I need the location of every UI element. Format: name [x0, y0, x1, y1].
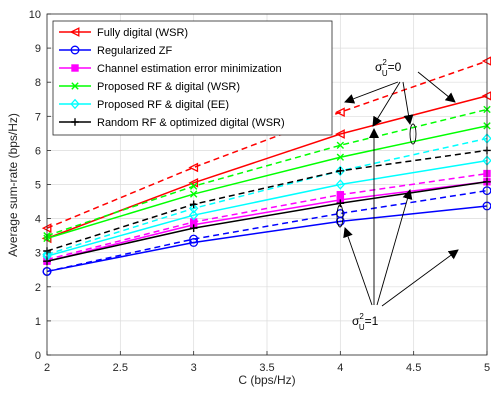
series-11-point-1 [189, 224, 198, 232]
legend-label-4: Proposed RF & digital (EE) [97, 99, 229, 111]
legend-marker-5 [71, 118, 79, 126]
series-9-point-1 [188, 209, 199, 221]
arrow-sigma-1-a [343, 227, 373, 306]
series-line-5 [46, 181, 488, 262]
legend-item-4: Proposed RF & digital (EE) [59, 98, 229, 111]
legend-marker-3 [71, 82, 79, 90]
annotation-layer: σ2 U=0 σ2 U=1 [336, 58, 459, 332]
series-9-point-2 [335, 179, 346, 190]
series-0-point-2 [335, 107, 345, 118]
annotation-ellipse-sigma-1 [336, 204, 344, 228]
legend-item-1: Regularized ZF [59, 45, 172, 57]
legend: Fully digital (WSR) Regularized ZF Channel… [52, 20, 333, 136]
legend-label-3: Proposed RF & digital (WSR) [97, 81, 240, 93]
y-tick-label-8: 8 [35, 77, 41, 89]
x-tick-label-1: 2.5 [113, 362, 128, 374]
series-line-8 [46, 137, 488, 256]
y-tick-label-5: 5 [35, 180, 41, 192]
series-line-4 [46, 172, 488, 261]
legend-label-5: Random RF & optimized digital (WSR) [97, 117, 285, 129]
legend-marker-0 [69, 27, 80, 37]
arrow-sigma-0-d [417, 71, 456, 103]
series-6-point-2 [336, 141, 345, 149]
legend-box [52, 20, 333, 136]
series-line-2 [46, 189, 488, 273]
series-line-7 [46, 125, 488, 240]
legend-marker-1 [70, 45, 80, 55]
legend-label-0: Fully digital (WSR) [97, 27, 188, 39]
x-tick-label-6: 5 [484, 362, 490, 374]
x-tick-label-3: 3.5 [259, 362, 274, 374]
x-tick-label-4: 4 [337, 362, 343, 374]
legend-item-2: Channel estimation error minimization [59, 63, 282, 75]
x-tick-label-0: 2 [44, 362, 50, 374]
legend-label-2: Channel estimation error minimization [97, 63, 282, 75]
annotation-sigma-1: σ2 U=1 [352, 312, 379, 332]
y-tick-label-1: 1 [35, 316, 41, 328]
annotation-sigma-0: σ2 U=0 [375, 58, 402, 78]
series-6 [43, 105, 491, 240]
y-tick-label-9: 9 [35, 43, 41, 55]
legend-item-5: Random RF & optimized digital (WSR) [59, 117, 285, 129]
legend-label-1: Regularized ZF [97, 45, 172, 57]
arrow-sigma-0-c [402, 81, 414, 125]
series-11-point-2 [336, 199, 345, 208]
series-3-point-1 [189, 238, 199, 247]
series-0-point-1 [188, 162, 199, 173]
series-6-point-1 [189, 182, 198, 190]
x-axis-label: C (bps/Hz) [238, 373, 295, 387]
series-3-point-2 [335, 216, 345, 226]
y-axis-label: Average sum-rate (bps/Hz) [6, 113, 20, 257]
arrow-sigma-0-b [372, 81, 401, 127]
series-line-1 [46, 95, 488, 240]
arrow-sigma-1-d [381, 249, 459, 307]
series-line-9 [46, 159, 488, 257]
series-1-point-2 [335, 129, 345, 139]
series-10-point-2 [336, 167, 345, 175]
x-tick-label-5: 4.5 [406, 362, 421, 374]
series-7-point-1 [189, 190, 198, 198]
legend-marker-4 [70, 98, 80, 110]
y-tick-label-6: 6 [35, 145, 41, 157]
y-tick-label-0: 0 [35, 350, 41, 362]
y-tick-label-4: 4 [35, 214, 41, 226]
legend-item-3: Proposed RF & digital (WSR) [59, 81, 240, 93]
axis-ticks: 2 2.5 3 3.5 4 4.5 5 0 1 2 3 4 5 6 7 8 9 10 [29, 9, 490, 374]
series-line-3 [46, 205, 488, 273]
series-line-11 [46, 181, 488, 262]
legend-item-0: Fully digital (WSR) [59, 27, 188, 39]
series-1-point-1 [188, 177, 199, 188]
series-line-0 [46, 60, 488, 229]
series-layer [41, 56, 491, 276]
series-line-6 [46, 108, 488, 237]
series-8-point-2 [335, 165, 346, 177]
series-8-point-1 [188, 203, 199, 214]
y-tick-label-7: 7 [35, 111, 41, 123]
arrow-sigma-0-a [344, 81, 399, 104]
legend-marker-2 [71, 64, 79, 72]
y-tick-label-2: 2 [35, 282, 41, 294]
x-tick-label-2: 3 [191, 362, 197, 374]
series-7-point-2 [336, 153, 345, 161]
y-tick-label-10: 10 [29, 9, 41, 21]
arrow-sigma-1-c [376, 189, 413, 306]
series-10-point-1 [189, 200, 198, 209]
y-tick-label-3: 3 [35, 248, 41, 260]
